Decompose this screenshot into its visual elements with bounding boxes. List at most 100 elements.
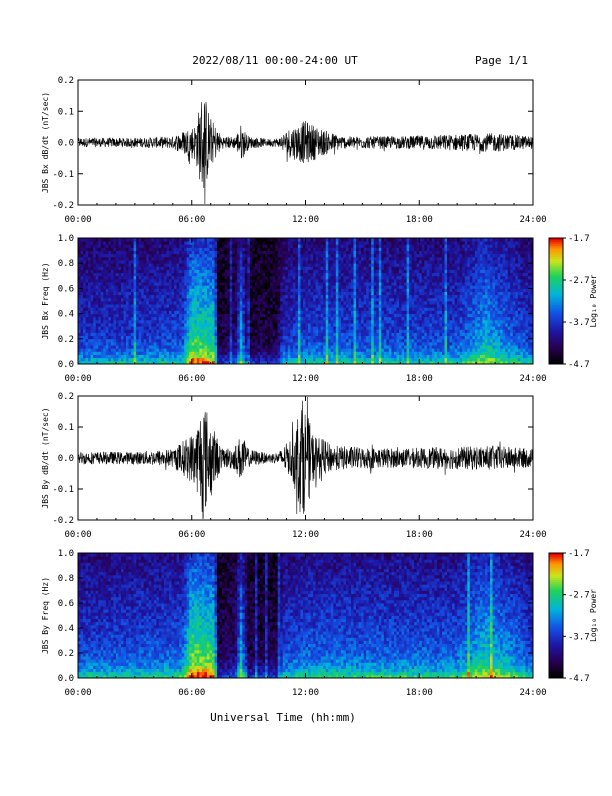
- spectrogram-cell: [91, 251, 94, 255]
- spectrogram-cell: [103, 285, 106, 289]
- spectrogram-cell: [164, 241, 167, 245]
- spectrogram-cell: [222, 326, 225, 330]
- spectrogram-cell: [285, 276, 288, 280]
- spectrogram-cell: [371, 339, 374, 343]
- spectrogram-cell: [240, 351, 243, 355]
- spectrogram-cell: [189, 285, 192, 289]
- spectrogram-cell: [139, 260, 142, 264]
- spectrogram-cell: [83, 276, 86, 280]
- spectrogram-cell: [96, 314, 99, 318]
- spectrogram-cell: [129, 310, 132, 314]
- spectrogram-cell: [369, 260, 372, 264]
- spectrogram-cell: [164, 336, 167, 340]
- spectrogram-cell: [93, 266, 96, 270]
- spectrogram-cell: [187, 336, 190, 340]
- spectrogram-cell: [96, 263, 99, 267]
- spectrogram-cell: [179, 244, 182, 248]
- spectrogram-cell: [126, 241, 129, 245]
- spectrogram-cell: [359, 342, 362, 346]
- spectrogram-cell: [293, 307, 296, 311]
- spectrogram-cell: [295, 333, 298, 337]
- spectrogram-cell: [103, 329, 106, 333]
- spectrogram-cell: [263, 288, 266, 292]
- spectrogram-cell: [166, 270, 169, 274]
- spectrogram-cell: [333, 351, 336, 355]
- spectrogram-cell: [93, 260, 96, 264]
- spectrogram-cell: [300, 295, 303, 299]
- spectrogram-cell: [275, 336, 278, 340]
- spectrogram-cell: [386, 251, 389, 255]
- spectrogram-cell: [212, 263, 215, 267]
- spectrogram-cell: [374, 266, 377, 270]
- spectrogram-cell: [328, 342, 331, 346]
- spectrogram-cell: [260, 244, 263, 248]
- spectrogram-cell: [379, 244, 382, 248]
- spectrogram-cell: [184, 241, 187, 245]
- spectrogram-cell: [354, 254, 357, 258]
- spectrogram-cell: [288, 276, 291, 280]
- spectrogram-cell: [356, 339, 359, 343]
- spectrogram-cell: [389, 358, 392, 362]
- spectrogram-cell: [328, 288, 331, 292]
- spectrogram-cell: [204, 336, 207, 340]
- spectrogram-cell: [321, 276, 324, 280]
- spectrogram-cell: [242, 323, 245, 327]
- spectrogram-cell: [252, 307, 255, 311]
- spectrogram-cell: [106, 238, 109, 242]
- spectrogram-cell: [257, 339, 260, 343]
- spectrogram-cell: [333, 285, 336, 289]
- spectrogram-cell: [240, 292, 243, 296]
- spectrogram-cell: [106, 244, 109, 248]
- spectrogram-cell: [227, 282, 230, 286]
- spectrogram-cell: [250, 295, 253, 299]
- spectrogram-cell: [376, 247, 379, 251]
- spectrogram-cell: [212, 282, 215, 286]
- spectrogram-cell: [288, 285, 291, 289]
- spectrogram-cell: [204, 285, 207, 289]
- spectrogram-cell: [161, 285, 164, 289]
- spectrogram-cell: [240, 336, 243, 340]
- spectrogram-cell: [364, 317, 367, 321]
- spectrogram-cell: [346, 326, 349, 330]
- spectrogram-cell: [179, 288, 182, 292]
- spectrogram-cell: [247, 254, 250, 258]
- spectrogram-cell: [93, 279, 96, 283]
- spectrogram-cell: [298, 304, 301, 308]
- spectrogram-cell: [141, 276, 144, 280]
- spectrogram-cell: [242, 326, 245, 330]
- spectrogram-cell: [209, 333, 212, 337]
- spectrogram-cell: [164, 254, 167, 258]
- spectrogram-cell: [364, 295, 367, 299]
- spectrogram-cell: [290, 342, 293, 346]
- spectrogram-cell: [113, 257, 116, 261]
- spectrogram-cell: [273, 247, 276, 251]
- spectrogram-cell: [220, 310, 223, 314]
- spectrogram-cell: [222, 266, 225, 270]
- spectrogram-cell: [300, 257, 303, 261]
- spectrogram-cell: [273, 301, 276, 305]
- spectrogram-cell: [288, 295, 291, 299]
- spectrogram-cell: [336, 329, 339, 333]
- spectrogram-cell: [101, 270, 104, 274]
- spectrogram-cell: [341, 326, 344, 330]
- spectrogram-cell: [348, 282, 351, 286]
- spectrogram-cell: [116, 355, 119, 359]
- spectrogram-cell: [220, 329, 223, 333]
- spectrogram-cell: [103, 345, 106, 349]
- spectrogram-cell: [172, 336, 175, 340]
- spectrogram-cell: [93, 320, 96, 324]
- spectrogram-cell: [166, 238, 169, 242]
- spectrogram-cell: [129, 336, 132, 340]
- spectrogram-cell: [187, 276, 190, 280]
- spectrogram-cell: [227, 304, 230, 308]
- spectrogram-cell: [88, 285, 91, 289]
- spectrogram-cell: [189, 251, 192, 255]
- spectrogram-cell: [278, 348, 281, 352]
- spectrogram-cell: [204, 282, 207, 286]
- spectrogram-cell: [220, 263, 223, 267]
- spectrogram-cell: [124, 304, 127, 308]
- spectrogram-cell: [149, 298, 152, 302]
- spectrogram-cell: [285, 345, 288, 349]
- spectrogram-cell: [174, 358, 177, 362]
